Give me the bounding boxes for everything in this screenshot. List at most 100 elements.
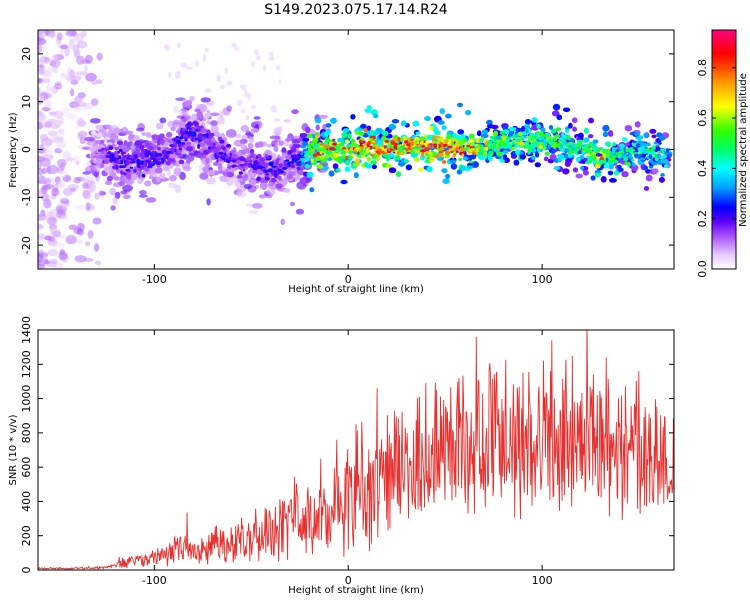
spectrogram-band-cell (620, 149, 624, 155)
spectrogram-band-cell (362, 140, 366, 143)
spectrogram-noise-cell (85, 54, 93, 64)
spectrogram-band-cell (311, 151, 314, 156)
spectrogram-band-cell (437, 146, 442, 151)
spectrogram-band-cell (553, 166, 561, 171)
spectrogram-band-cell (594, 172, 602, 178)
spectrogram-band-cell (328, 170, 335, 177)
spectrogram-band-cell (332, 142, 338, 146)
spectrogram-band-cell (366, 105, 372, 111)
spectrogram-band-cell (534, 141, 540, 146)
spectrogram-band-cell (329, 147, 334, 151)
spectrogram-band-cell (134, 154, 137, 159)
spectrogram-noise-cell (42, 78, 51, 84)
spectrogram-band-cell (463, 138, 468, 143)
spectrogram-band-cell (169, 152, 175, 159)
spectrogram-band-cell (465, 109, 472, 116)
spectrogram-band-cell (187, 127, 192, 130)
spectrogram-band-cell (663, 164, 669, 169)
spectrogram-band-cell (315, 135, 320, 139)
spectrogram-noise-cell (75, 205, 87, 210)
spectrogram-noise-cell (54, 83, 63, 90)
spectrogram-scatter-cell (102, 124, 113, 130)
spectrogram-band-cell (178, 121, 185, 127)
spectrogram-scatter-cell (210, 120, 218, 127)
spectrogram-noise-cell (76, 40, 88, 49)
colorbar-tick-label: 0.8 (696, 59, 709, 77)
spectrogram-noise-cell (38, 64, 46, 72)
snr-y-tick-label: 400 (20, 491, 33, 512)
spectrogram-band-cell (617, 151, 620, 156)
spectrogram-band-cell (421, 148, 424, 153)
spectrogram-band-cell (562, 168, 570, 175)
spectrogram-band-cell (437, 120, 445, 125)
spectrogram-band-cell (205, 157, 210, 164)
spectrogram-noise-cell (55, 242, 65, 248)
spectrogram-band-cell (547, 158, 554, 164)
spectrogram-band-cell (137, 164, 141, 169)
spectrogram-band-cell (119, 148, 123, 152)
spectrogram-band-cell (570, 150, 575, 154)
spectrogram-noise-cell (60, 215, 69, 221)
spectrogram-faint-cell (271, 105, 277, 113)
snr-y-tick-label: 600 (20, 457, 33, 478)
spectrogram-band-cell (358, 148, 364, 154)
spectrogram-band-cell (620, 147, 624, 151)
spectrogram-band-cell (369, 137, 374, 143)
spectrogram-scatter-cell (86, 165, 91, 172)
spectrogram-band-cell (365, 150, 369, 154)
spectrogram-band-cell (664, 154, 667, 158)
spectrogram-noise-cell (85, 72, 97, 82)
spectrogram-band-cell (621, 171, 629, 178)
spectrogram-band-cell (480, 136, 485, 141)
spectrogram-band-cell (407, 138, 412, 142)
spectrogram-band-cell (325, 151, 331, 155)
spectrogram-scatter-cell (205, 177, 217, 185)
spectrogram-scatter-cell (191, 140, 198, 147)
spectrogram-band-cell (226, 143, 232, 148)
spectrogram-band-cell (482, 129, 488, 135)
spectrogram-band-cell (114, 147, 119, 151)
spectrogram-band-cell (565, 143, 569, 148)
spectrogram-band-cell (206, 133, 209, 138)
spectrogram-band-cell (199, 143, 205, 147)
spectrogram-band-cell (274, 169, 278, 174)
spectrogram-band-cell (370, 160, 377, 165)
spectrogram-band-cell (513, 159, 520, 166)
spectrogram-band-cell (294, 144, 301, 148)
snr-y-ticks: 0 200 400 600 800 1000 1200 1400 (20, 316, 674, 574)
spectrogram-band-cell (512, 141, 515, 146)
spectrogram-band-cell (391, 150, 394, 153)
spectrogram-band-cell (558, 142, 562, 145)
spectrogram-band-cell (278, 175, 282, 181)
spectrogram-noise-cell (60, 72, 67, 79)
spectrogram-band-cell (652, 153, 658, 156)
spectrogram-band-cell (241, 134, 248, 140)
snr-series-line (38, 330, 674, 570)
spectrogram-band-cell (229, 152, 233, 156)
spectrogram-band-cell (400, 145, 406, 149)
spectrogram-band-cell (400, 120, 407, 127)
spectrogram-band-cell (144, 180, 152, 187)
spectrogram-band-cell (194, 137, 199, 140)
spectrogram-noise-cell (75, 239, 83, 245)
spectrogram-band-cell (305, 157, 310, 162)
spectrogram-scatter-cell (243, 183, 253, 189)
spectrogram-band-cell (565, 129, 570, 133)
spectrogram-band-cell (400, 138, 404, 143)
spectrogram-noise-cell (87, 230, 94, 239)
spectrogram-band-cell (478, 148, 482, 153)
spectrogram-band-cell (350, 153, 355, 157)
spectrogram-band-cell (534, 162, 541, 168)
spectrogram-band-cell (615, 147, 618, 150)
spectrogram-y-tick-label: 20 (20, 47, 33, 61)
spectrogram-scatter-cell (234, 133, 242, 139)
spectrogram-band-cell (314, 144, 320, 148)
spectrogram-band-cell (285, 159, 290, 162)
spectrogram-band-cell (414, 141, 417, 145)
spectrogram-band-cell (143, 156, 149, 160)
spectrogram-band-cell (505, 141, 510, 146)
spectrogram-band-cell (353, 172, 359, 179)
spectrogram-band-cell (412, 120, 420, 127)
spectrogram-band-cell (409, 141, 414, 146)
spectrogram-band-cell (122, 151, 127, 155)
